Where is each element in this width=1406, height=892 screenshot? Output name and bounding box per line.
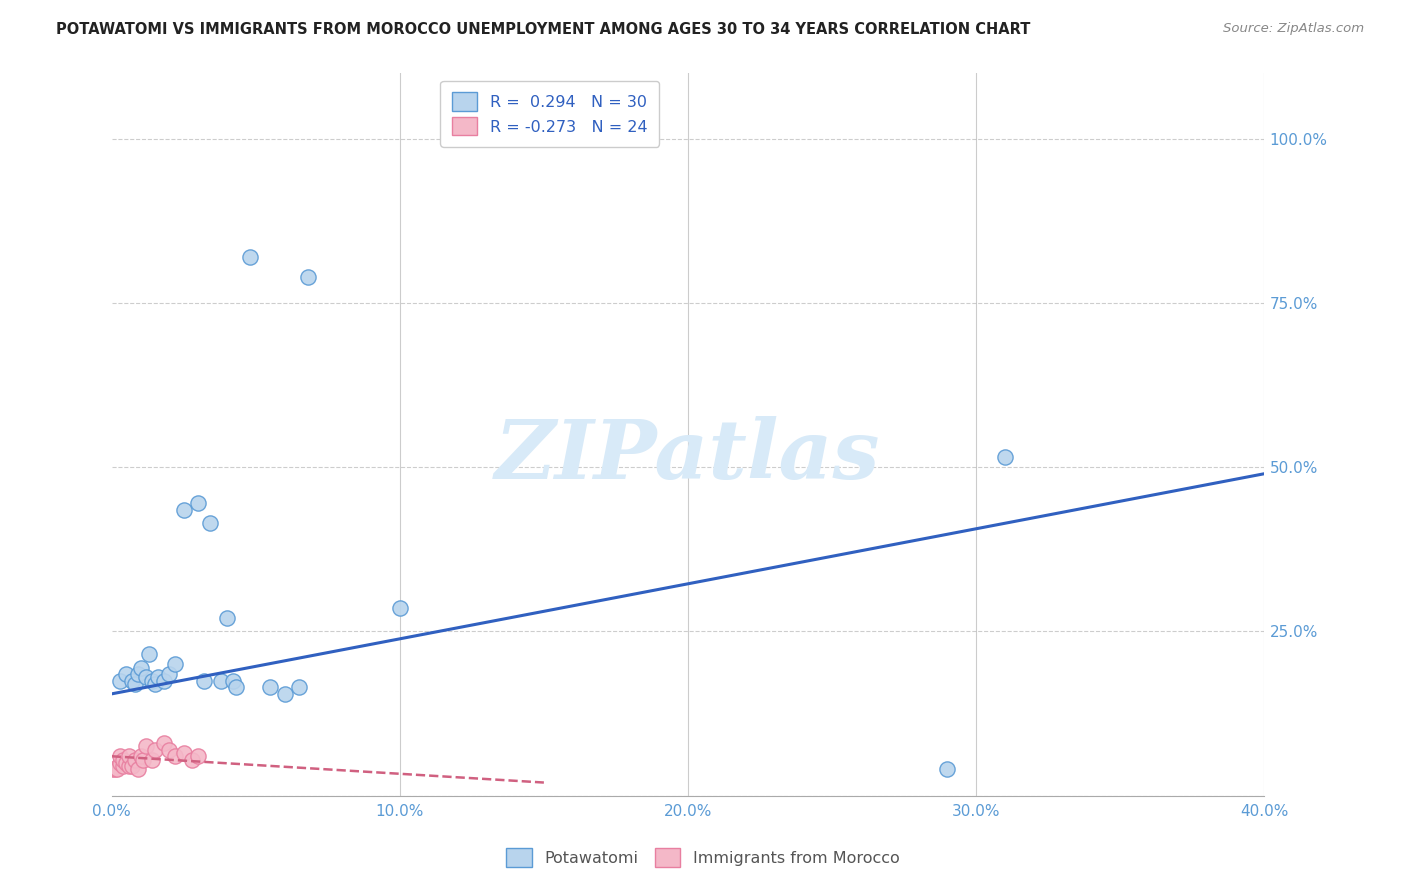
Text: Source: ZipAtlas.com: Source: ZipAtlas.com: [1223, 22, 1364, 36]
Point: [187, 749, 209, 764]
Point: [181, 753, 204, 767]
Point: [222, 673, 245, 688]
Point: [127, 667, 149, 681]
Point: [143, 677, 166, 691]
Point: [132, 753, 155, 767]
Point: [129, 749, 152, 764]
Point: [121, 759, 143, 773]
Point: [273, 687, 295, 701]
Legend: Potawatomi, Immigrants from Morocco: Potawatomi, Immigrants from Morocco: [501, 842, 905, 873]
Point: [209, 673, 232, 688]
Point: [297, 269, 319, 284]
Point: [152, 673, 174, 688]
Point: [112, 759, 135, 773]
Point: [124, 753, 146, 767]
Point: [994, 450, 1017, 465]
Point: [173, 503, 195, 517]
Point: [103, 763, 125, 777]
Y-axis label: Unemployment Among Ages 30 to 34 years: Unemployment Among Ages 30 to 34 years: [0, 267, 7, 602]
Point: [107, 763, 129, 777]
Point: [135, 739, 157, 754]
Point: [143, 742, 166, 756]
Point: [127, 763, 149, 777]
Point: [118, 749, 141, 764]
Point: [121, 673, 143, 688]
Point: [146, 670, 169, 684]
Point: [157, 742, 180, 756]
Point: [124, 677, 146, 691]
Point: [165, 657, 187, 672]
Point: [110, 673, 132, 688]
Point: [152, 736, 174, 750]
Point: [112, 753, 135, 767]
Point: [115, 667, 138, 681]
Point: [129, 660, 152, 674]
Point: [141, 753, 163, 767]
Text: POTAWATOMI VS IMMIGRANTS FROM MOROCCO UNEMPLOYMENT AMONG AGES 30 TO 34 YEARS COR: POTAWATOMI VS IMMIGRANTS FROM MOROCCO UN…: [56, 22, 1031, 37]
Point: [187, 496, 209, 510]
Point: [173, 746, 195, 760]
Point: [936, 763, 959, 777]
Point: [157, 667, 180, 681]
Point: [193, 673, 215, 688]
Point: [198, 516, 221, 530]
Point: [288, 680, 311, 694]
Point: [165, 749, 187, 764]
Legend: R =  0.294   N = 30, R = -0.273   N = 24: R = 0.294 N = 30, R = -0.273 N = 24: [440, 81, 659, 146]
Point: [115, 756, 138, 770]
Point: [225, 680, 247, 694]
Point: [215, 611, 238, 625]
Point: [135, 670, 157, 684]
Point: [118, 759, 141, 773]
Point: [388, 601, 411, 615]
Point: [138, 648, 160, 662]
Point: [100, 763, 122, 777]
Text: ZIPatlas: ZIPatlas: [495, 416, 880, 496]
Point: [259, 680, 281, 694]
Point: [141, 673, 163, 688]
Point: [110, 749, 132, 764]
Point: [110, 756, 132, 770]
Point: [239, 250, 262, 264]
